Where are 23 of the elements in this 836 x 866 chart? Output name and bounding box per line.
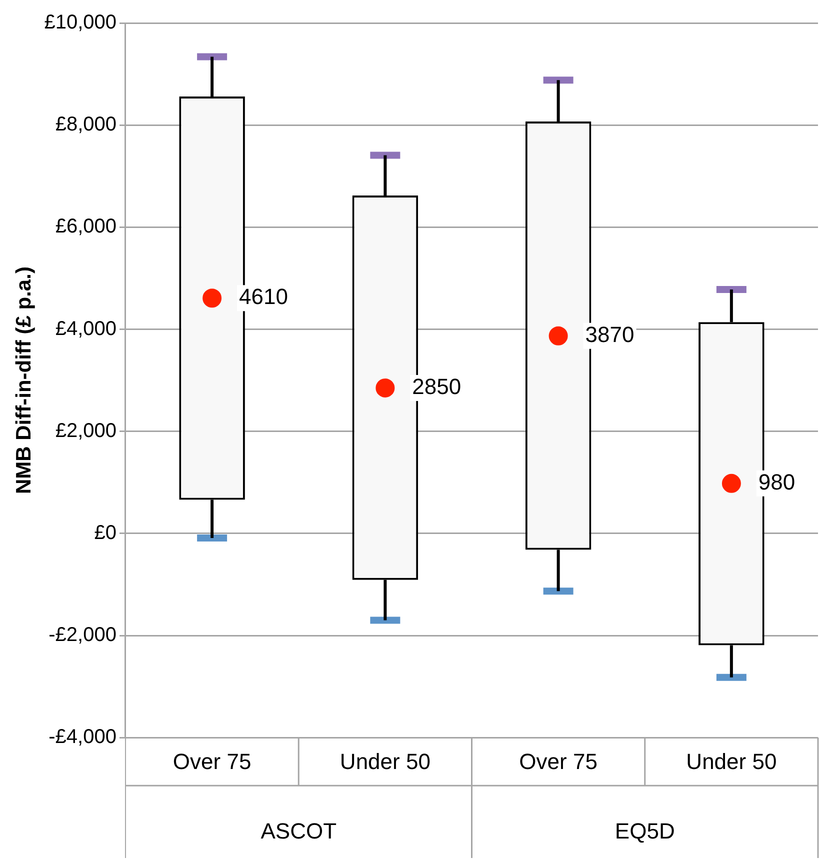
data-label: 2850	[412, 374, 462, 400]
text: EQ5D	[614, 818, 675, 844]
text: ASCOT	[260, 818, 337, 844]
y-tick-label: £10,000	[44, 12, 116, 34]
y-tick-label: £0	[94, 522, 116, 544]
y-tick-label: £2,000	[55, 420, 116, 442]
y-tick-label: £8,000	[55, 114, 116, 136]
x-tick-label: Under 50	[686, 748, 777, 774]
y-axis-title: NMB Diff-in-diff (£ p.a.)	[12, 266, 36, 494]
y-tick-label: -£4,000	[48, 726, 116, 748]
x-tick-label: Over 75	[172, 748, 252, 774]
y-tick-label: -£2,000	[48, 624, 116, 646]
x-tick-label: Under 50	[340, 748, 430, 774]
data-label: 980	[758, 469, 796, 494]
point	[376, 378, 395, 398]
point	[202, 288, 222, 308]
point	[722, 474, 741, 493]
data-label: 3870	[585, 322, 634, 347]
data-label: 4610	[239, 284, 288, 310]
y-tick-label: £6,000	[55, 216, 116, 238]
x-tick-label: Over 75	[519, 748, 598, 774]
point	[548, 326, 568, 346]
y-tick-label: £4,000	[55, 318, 116, 340]
